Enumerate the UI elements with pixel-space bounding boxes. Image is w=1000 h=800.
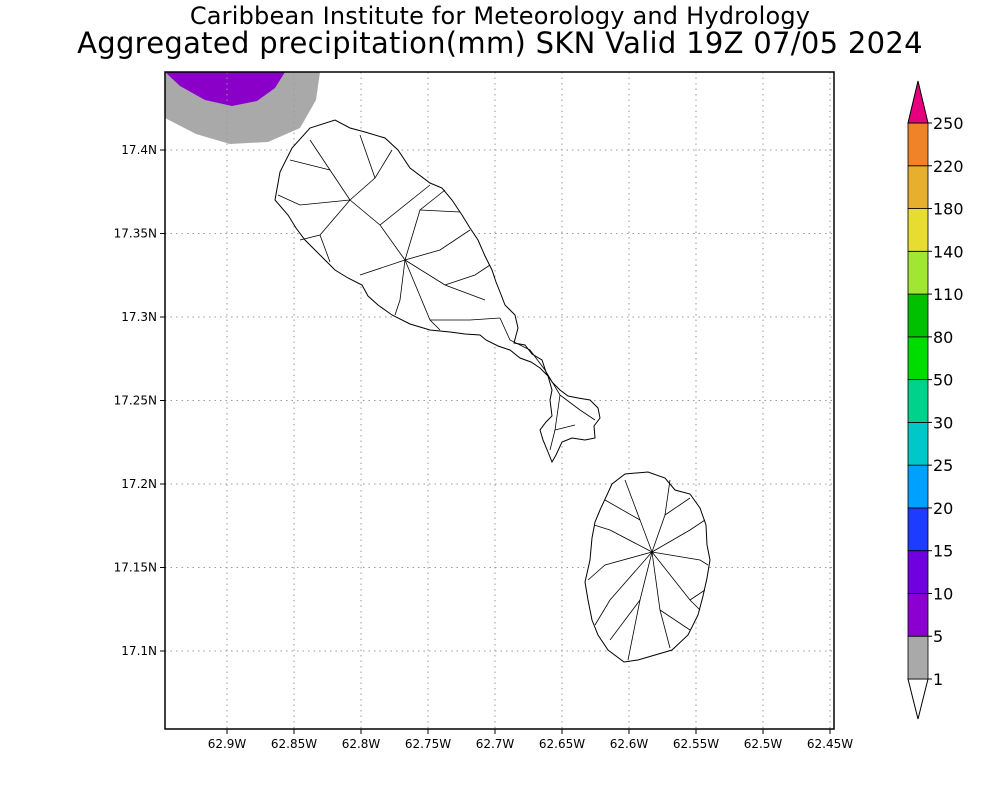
colorbar-lower-arrow <box>907 678 929 720</box>
lon-tick-label: 62.9W <box>208 737 247 751</box>
island-nevis <box>584 471 711 663</box>
latitude-tick-labels: 17.4N 17.35N 17.3N 17.25N 17.2N 17.15N 17.1N <box>114 143 157 658</box>
colorbar-segment <box>907 165 929 209</box>
colorbar-segment <box>907 336 929 381</box>
lon-tick-label: 62.7W <box>476 737 515 751</box>
colorbar-level-label: 20 <box>933 499 953 518</box>
island-st-kitts <box>274 119 601 464</box>
lat-tick-label: 17.3N <box>121 310 157 324</box>
nevis-coastline <box>584 471 711 663</box>
colorbar-segment <box>907 635 929 680</box>
colorbar-level-label: 220 <box>933 157 964 176</box>
figure-title-product: Aggregated precipitation(mm) SKN Valid 1… <box>77 26 923 60</box>
colorbar-upper-arrow <box>907 80 929 124</box>
map-axis-ticks <box>160 149 831 734</box>
colorbar-level-label: 25 <box>933 456 953 475</box>
colorbar-segment <box>907 550 929 594</box>
rain-area-5-10mm <box>165 72 285 106</box>
colorbar-level-label: 140 <box>933 242 964 261</box>
colorbar-level-label: 5 <box>933 627 943 646</box>
lon-tick-label: 62.6W <box>610 737 649 751</box>
colorbar-level-label: 250 <box>933 114 964 133</box>
lat-tick-label: 17.1N <box>121 644 157 658</box>
st-kitts-watersheds <box>277 134 596 451</box>
nevis-watersheds <box>587 479 709 661</box>
colorbar-segment <box>907 421 929 466</box>
lon-tick-label: 62.75W <box>405 737 451 751</box>
lat-tick-label: 17.4N <box>121 143 157 157</box>
st-kitts-coastline <box>274 119 601 464</box>
colorbar-level-label: 110 <box>933 285 964 304</box>
lon-tick-label: 62.65W <box>539 737 585 751</box>
lat-tick-label: 17.15N <box>114 561 157 575</box>
colorbar-segment <box>907 379 929 423</box>
colorbar-segment <box>907 507 929 552</box>
longitude-tick-labels: 62.9W 62.85W 62.8W 62.75W 62.7W 62.65W 62.6W 62… <box>208 737 854 751</box>
colorbar-segment <box>907 593 929 637</box>
lon-tick-label: 62.8W <box>342 737 381 751</box>
colorbar-level-label: 30 <box>933 413 953 432</box>
colorbar-level-label: 15 <box>933 542 953 561</box>
colorbar-segment <box>907 208 929 252</box>
colorbar-level-label: 180 <box>933 200 964 219</box>
lon-tick-label: 62.85W <box>271 737 317 751</box>
colorbar-segment <box>907 464 929 509</box>
precipitation-shading <box>165 72 320 144</box>
colorbar-level-label: 50 <box>933 371 953 390</box>
colorbar-level-label: 80 <box>933 328 953 347</box>
figure-title-institute: Caribbean Institute for Meteorology and … <box>189 2 811 30</box>
colorbar-level-label: 1 <box>933 670 943 689</box>
lon-tick-label: 62.45W <box>807 737 853 751</box>
lat-tick-label: 17.35N <box>114 227 157 241</box>
colorbar-segment <box>907 122 929 167</box>
lat-tick-label: 17.2N <box>121 477 157 491</box>
lon-tick-label: 62.5W <box>744 737 783 751</box>
colorbar-segment <box>907 250 929 295</box>
map-gridlines <box>165 72 834 729</box>
lon-tick-label: 62.55W <box>673 737 719 751</box>
lat-tick-label: 17.25N <box>114 394 157 408</box>
colorbar-segment <box>907 293 929 338</box>
colorbar-level-label: 10 <box>933 584 953 603</box>
